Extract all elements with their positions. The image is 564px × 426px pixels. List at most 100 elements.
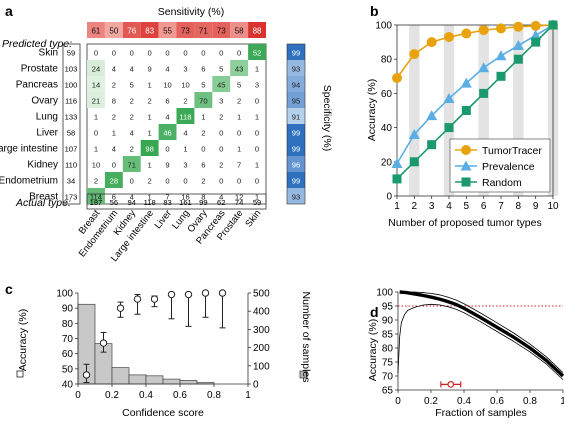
matrix-value: 6 (201, 65, 205, 74)
matrix-value: 2 (112, 113, 116, 122)
matrix-value: 0 (219, 49, 223, 58)
matrix-value: 5 (201, 81, 205, 90)
x-tick-label: 0.2 (424, 396, 438, 407)
x-tick-label: 3 (429, 201, 435, 212)
specificity-value-pancreas: 94 (292, 81, 300, 90)
sensitivity-cell-lung (176, 22, 195, 38)
y2-tick-label: 100 (253, 361, 270, 372)
specificity-cell-breast (287, 188, 305, 204)
panel-label-d: d (370, 304, 379, 320)
background-band (513, 25, 524, 196)
legend: TumorTracer Prevalence Random (449, 138, 551, 193)
x-tick-label: 1 (560, 396, 564, 407)
column-total-pancreas: 62 (217, 198, 225, 207)
series-line-random (396, 24, 554, 180)
sensitivity-value-pancreas: 73 (217, 27, 226, 36)
matrix-value: 0 (183, 49, 187, 58)
panel-c-y2label: Number of samples (300, 291, 312, 382)
matrix-value: 28 (110, 177, 118, 186)
point-tumortracer (461, 28, 472, 39)
matrix-value: 2 (201, 129, 205, 138)
matrix-value: 2 (237, 97, 241, 106)
row-total-kidney: 110 (65, 161, 77, 170)
sensitivity-cell-ovary (194, 22, 213, 38)
plot-frame (396, 24, 554, 197)
row-label-breast: Breast (29, 192, 58, 203)
histogram-bar (162, 378, 181, 385)
panel-d-ylabel: Accuracy (%) (367, 319, 379, 381)
x-tick-label: 6 (481, 201, 487, 212)
point-prevalence (408, 128, 420, 139)
y-tick-label: 70 (62, 334, 74, 345)
accuracy-point (218, 289, 227, 297)
row-total-prostate: 103 (65, 65, 78, 74)
matrix-value: 0 (130, 177, 134, 186)
sensitivity-value-breast: 61 (91, 27, 100, 36)
matrix-value: 0 (237, 49, 241, 58)
matrix-value: 24 (92, 65, 100, 74)
specificity-cell-prostate (287, 60, 305, 76)
row-total-breast: 173 (65, 193, 78, 202)
accuracy-point (167, 290, 176, 299)
heatmap-row-header: Predicted type: (2, 38, 72, 50)
specificity-cell-large-intestine (287, 140, 305, 156)
matrix-value: 0 (165, 177, 169, 186)
y-tick-label: 90 (382, 316, 394, 327)
y-tick-label: 60 (381, 89, 393, 100)
x-tick-label: 0.6 (173, 390, 187, 401)
matrix-value: 4 (130, 65, 134, 74)
accuracy-legend-icon (16, 370, 24, 378)
x-tick-label: 0.6 (490, 396, 504, 407)
matrix-value: 2 (112, 81, 116, 90)
specificity-cell-lung (287, 108, 305, 124)
matrix-value: 0 (130, 49, 134, 58)
column-total-liver: 83 (163, 198, 171, 207)
matrix-value: 1 (94, 145, 98, 154)
point-random (409, 157, 419, 167)
x-tick-label: 0 (75, 390, 81, 401)
matrix-value: 5 (237, 81, 241, 90)
y2-tick-label: 0 (253, 380, 259, 391)
column-total-lung: 161 (179, 198, 192, 207)
matrix-value: 0 (201, 145, 205, 154)
matrix-cell (87, 188, 105, 204)
matrix-value: 5 (130, 81, 134, 90)
row-label-endometrium: Endometrium (0, 176, 58, 187)
matrix-value: 0 (255, 177, 259, 186)
y-tick-label: 100 (56, 289, 73, 300)
y2-tick-label: 200 (253, 343, 270, 354)
point-tumortracer (392, 73, 402, 84)
legend-label-random: Random (482, 177, 522, 189)
matrix-cell (212, 76, 231, 92)
row-total-pancreas: 100 (65, 81, 78, 90)
accuracy-line-upper (399, 291, 564, 373)
matrix-value: 0 (237, 129, 241, 138)
matrix-value: 2 (183, 97, 187, 106)
point-random (548, 20, 558, 30)
column-label-skin: Skin (243, 208, 263, 229)
matrix-value: 10 (92, 161, 100, 170)
matrix-cell (158, 124, 177, 140)
matrix-value: 2 (148, 97, 152, 106)
column-total-ovary: 99 (199, 198, 207, 207)
matrix-value: 0 (201, 49, 205, 58)
matrix-value: 0 (148, 49, 152, 58)
matrix-value: 1 (148, 81, 152, 90)
accuracy-line-mean (399, 290, 564, 378)
matrix-value: 52 (253, 49, 261, 58)
matrix-value: 7 (165, 193, 169, 202)
row-label-pancreas: Pancreas (16, 80, 58, 91)
matrix-value: 1 (148, 161, 152, 170)
samples-legend-icon (299, 370, 308, 379)
matrix-value: 0 (255, 97, 259, 106)
row-totals-frame (62, 43, 81, 205)
sensitivity-cell-kidney (122, 22, 141, 38)
specificity-cell-liver (287, 124, 305, 140)
matrix-value: 21 (92, 97, 100, 106)
matrix-value: 0 (165, 49, 169, 58)
matrix-value: 4 (112, 145, 116, 154)
y-tick-label: 70 (382, 372, 394, 383)
row-total-lung: 133 (65, 113, 78, 122)
marker-point (447, 381, 455, 388)
